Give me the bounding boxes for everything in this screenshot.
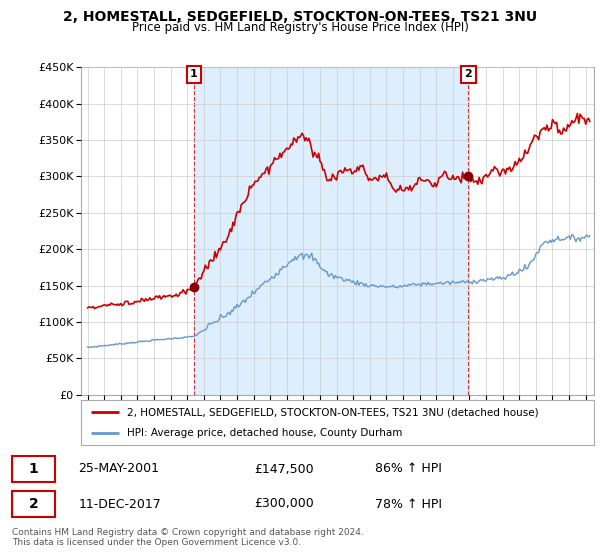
Text: Contains HM Land Registry data © Crown copyright and database right 2024.
This d: Contains HM Land Registry data © Crown c…	[12, 528, 364, 547]
Text: 2: 2	[464, 69, 472, 80]
Text: 78% ↑ HPI: 78% ↑ HPI	[375, 497, 442, 511]
Text: Price paid vs. HM Land Registry's House Price Index (HPI): Price paid vs. HM Land Registry's House …	[131, 21, 469, 34]
FancyBboxPatch shape	[12, 456, 55, 482]
Text: 1: 1	[28, 462, 38, 476]
Text: £300,000: £300,000	[254, 497, 314, 511]
Bar	[194, 67, 469, 395]
Text: 11-DEC-2017: 11-DEC-2017	[78, 497, 161, 511]
Text: HPI: Average price, detached house, County Durham: HPI: Average price, detached house, Coun…	[127, 428, 403, 438]
Text: 2, HOMESTALL, SEDGEFIELD, STOCKTON-ON-TEES, TS21 3NU (detached house): 2, HOMESTALL, SEDGEFIELD, STOCKTON-ON-TE…	[127, 408, 539, 418]
FancyBboxPatch shape	[12, 492, 55, 516]
Text: 2, HOMESTALL, SEDGEFIELD, STOCKTON-ON-TEES, TS21 3NU: 2, HOMESTALL, SEDGEFIELD, STOCKTON-ON-TE…	[63, 10, 537, 24]
Text: 25-MAY-2001: 25-MAY-2001	[78, 463, 159, 475]
Text: 2: 2	[28, 497, 38, 511]
Text: £147,500: £147,500	[254, 463, 314, 475]
Text: 1: 1	[190, 69, 197, 80]
Text: 86% ↑ HPI: 86% ↑ HPI	[375, 463, 442, 475]
